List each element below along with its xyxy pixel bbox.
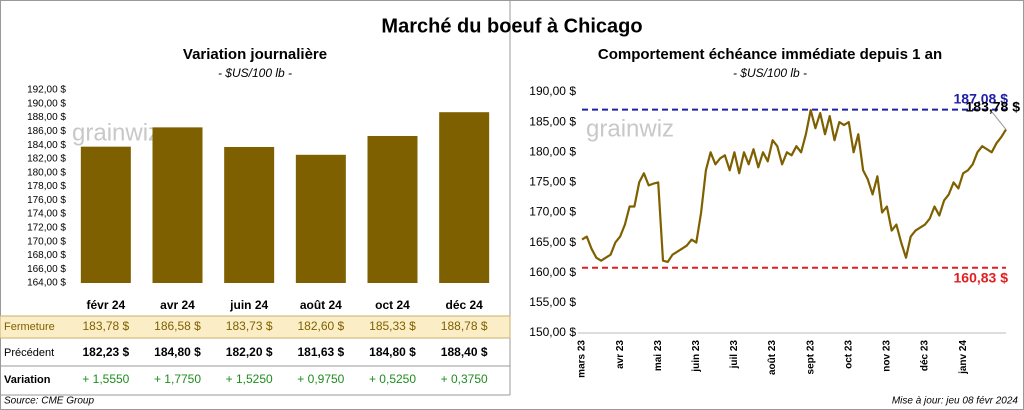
table-cell: + 0,5250: [369, 372, 416, 386]
y-tick-label: 190,00 $: [529, 84, 576, 98]
row-label: Variation: [4, 374, 51, 386]
reference-label: 187,08 $: [954, 90, 1009, 106]
logo: grainwiz: [72, 119, 160, 146]
bar: [439, 112, 490, 283]
page-title: Marché du boeuf à Chicago: [381, 15, 642, 37]
value-label: 188,78 $: [441, 319, 488, 333]
table-cell: + 1,7750: [154, 372, 201, 386]
label-leader: [991, 111, 1007, 130]
x-tick-label: avr 24: [160, 298, 195, 312]
table-cell: 181,63 $: [297, 345, 344, 359]
y-tick-label: 166,00 $: [27, 264, 66, 275]
x-tick-label: juil 23: [729, 340, 740, 370]
reference-label: 160,83 $: [954, 269, 1009, 285]
value-label: 185,33 $: [369, 319, 416, 333]
y-tick-label: 172,00 $: [27, 222, 66, 233]
y-tick-label: 168,00 $: [27, 250, 66, 261]
x-tick-label: juin 24: [229, 298, 268, 312]
y-tick-label: 165,00 $: [529, 235, 576, 249]
bar: [80, 146, 131, 283]
bar: [367, 135, 418, 283]
value-label: 182,60 $: [297, 319, 344, 333]
table-cell: + 1,5250: [226, 372, 273, 386]
y-tick-label: 182,00 $: [27, 154, 66, 165]
y-tick-label: 150,00 $: [529, 325, 576, 339]
chart-subtitle: - $US/100 lb -: [733, 66, 807, 80]
y-tick-label: 160,00 $: [529, 265, 576, 279]
y-tick-label: 180,00 $: [27, 167, 66, 178]
table-cell: + 0,3750: [441, 372, 488, 386]
chart-subtitle: - $US/100 lb -: [218, 66, 292, 80]
value-label: 183,78 $: [82, 319, 129, 333]
price-line: [581, 109, 1007, 263]
logo: grainwiz: [586, 115, 674, 142]
value-label: 183,73 $: [226, 319, 273, 333]
y-tick-label: 164,00 $: [27, 278, 66, 289]
bar: [295, 154, 346, 283]
y-tick-label: 186,00 $: [27, 126, 66, 137]
table-cell: + 0,9750: [297, 372, 344, 386]
y-tick-label: 178,00 $: [27, 181, 66, 192]
x-tick-label: août 23: [767, 340, 778, 375]
bar: [224, 147, 275, 283]
y-tick-label: 170,00 $: [529, 205, 576, 219]
y-tick-label: 190,00 $: [27, 98, 66, 109]
x-tick-label: août 24: [300, 298, 342, 312]
x-tick-label: déc 23: [920, 340, 931, 372]
x-tick-label: mars 23: [577, 340, 588, 378]
y-tick-label: 185,00 $: [529, 114, 576, 128]
x-tick-label: oct 23: [843, 340, 854, 369]
y-tick-label: 184,00 $: [27, 140, 66, 151]
y-tick-label: 188,00 $: [27, 112, 66, 123]
table-cell: 188,40 $: [441, 345, 488, 359]
table-cell: + 1,5550: [82, 372, 129, 386]
last-value-label: 183,78 $: [966, 99, 1021, 115]
y-tick-label: 155,00 $: [529, 295, 576, 309]
y-tick-label: 175,00 $: [529, 175, 576, 189]
updated: Mise à jour: jeu 08 févr 2024: [892, 396, 1019, 407]
x-tick-label: déc 24: [445, 298, 483, 312]
table-cell: 182,20 $: [226, 345, 273, 359]
x-tick-label: juin 23: [691, 340, 702, 373]
y-tick-label: 192,00 $: [27, 85, 66, 96]
x-tick-label: avr 23: [615, 340, 626, 369]
y-tick-label: 174,00 $: [27, 209, 66, 220]
y-tick-label: 170,00 $: [27, 236, 66, 247]
table-cell: 182,23 $: [82, 345, 129, 359]
x-tick-label: nov 23: [882, 340, 893, 372]
source: Source: CME Group: [4, 396, 94, 407]
table-cell: 184,80 $: [369, 345, 416, 359]
x-tick-label: oct 24: [375, 298, 410, 312]
y-tick-label: 176,00 $: [27, 195, 66, 206]
chart-title: Variation journalière: [183, 46, 327, 63]
table-cell: 184,80 $: [154, 345, 201, 359]
row-label: Précédent: [4, 347, 54, 359]
value-label: 186,58 $: [154, 319, 201, 333]
x-tick-label: mai 23: [653, 340, 664, 372]
x-tick-label: janv 24: [958, 340, 969, 375]
closing-row-bg: [0, 315, 511, 339]
bar: [152, 127, 203, 283]
y-tick-label: 180,00 $: [529, 144, 576, 158]
x-tick-label: févr 24: [86, 298, 125, 312]
x-tick-label: sept 23: [805, 340, 816, 375]
chart-title: Comportement échéance immédiate depuis 1…: [598, 46, 942, 63]
row-label: Fermeture: [4, 321, 55, 333]
